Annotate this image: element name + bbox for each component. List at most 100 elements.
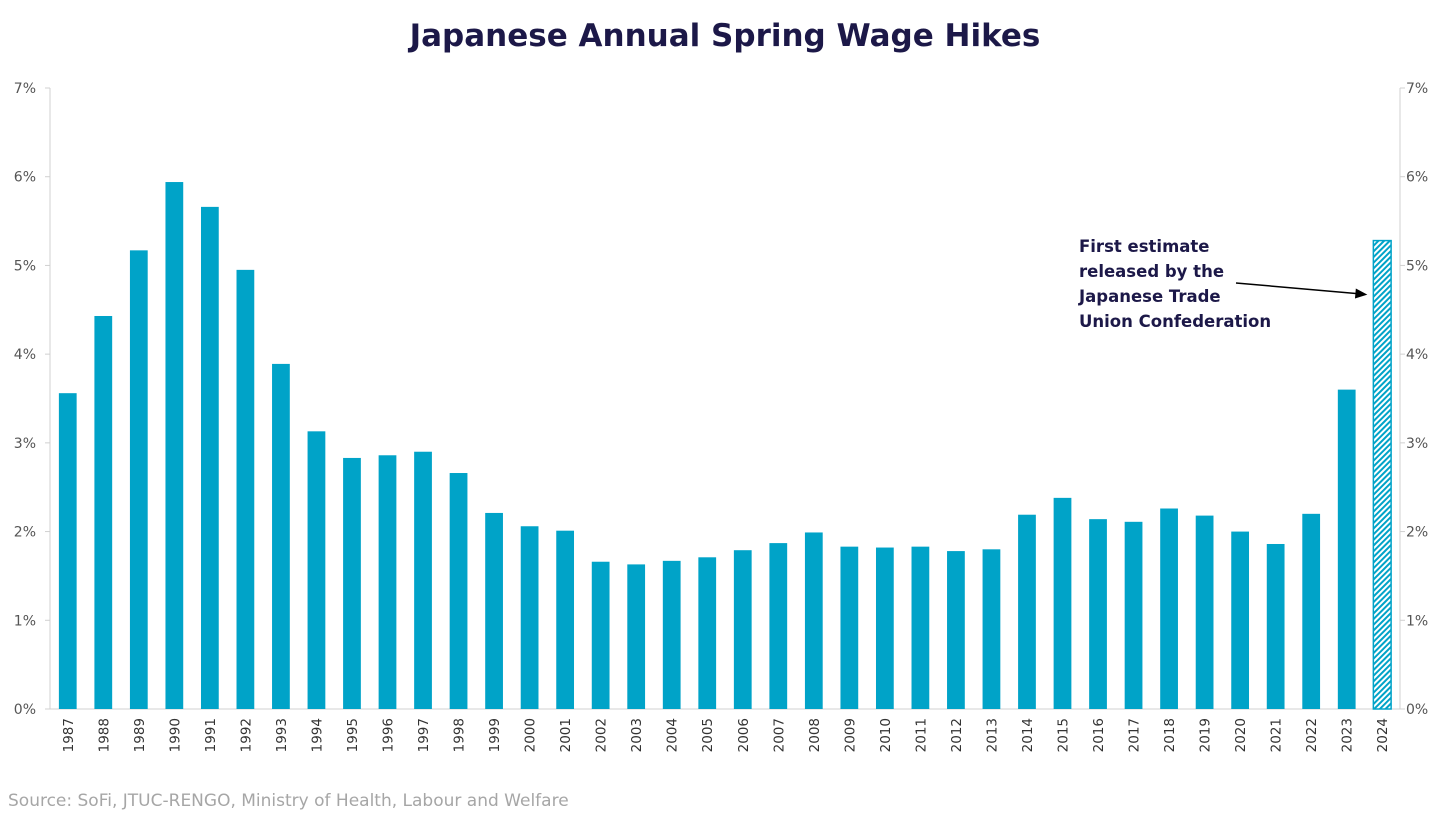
x-tick-label-2006: 2006 bbox=[736, 718, 752, 752]
x-tick-label-2011: 2011 bbox=[913, 718, 929, 752]
y-tick-label-right: 3% bbox=[1406, 436, 1428, 452]
bar-1998 bbox=[449, 473, 468, 709]
x-tick-label-1987: 1987 bbox=[61, 718, 77, 752]
y-tick-label-left: 4% bbox=[14, 347, 36, 363]
x-tick-label-2001: 2001 bbox=[558, 718, 574, 752]
x-tick-label-1998: 1998 bbox=[452, 718, 468, 752]
bar-2002 bbox=[591, 561, 610, 709]
bar-2020 bbox=[1231, 531, 1250, 709]
y-tick-label-left: 5% bbox=[14, 258, 36, 274]
x-tick-label-2002: 2002 bbox=[594, 718, 610, 752]
bar-2018 bbox=[1160, 508, 1178, 709]
x-tick-label-2015: 2015 bbox=[1056, 718, 1072, 752]
x-tick-label-2022: 2022 bbox=[1304, 718, 1320, 752]
bar-2005 bbox=[698, 557, 717, 709]
bar-1999 bbox=[485, 512, 503, 709]
x-tick-label-2000: 2000 bbox=[523, 718, 539, 752]
y-tick-label-right: 4% bbox=[1406, 347, 1428, 363]
x-tick-label-1995: 1995 bbox=[345, 718, 361, 752]
bar-1993 bbox=[272, 363, 290, 709]
x-tick-label-2019: 2019 bbox=[1198, 718, 1214, 752]
x-tick-label-2021: 2021 bbox=[1269, 718, 1285, 752]
x-tick-label-1992: 1992 bbox=[238, 718, 254, 752]
y-tick-label-right: 1% bbox=[1406, 613, 1428, 629]
source-note: Source: SoFi, JTUC-RENGO, Ministry of He… bbox=[8, 791, 569, 811]
y-tick-label-left: 2% bbox=[14, 525, 36, 541]
x-tick-label-2018: 2018 bbox=[1162, 718, 1178, 752]
x-tick-label-2010: 2010 bbox=[878, 718, 894, 752]
bar-2001 bbox=[556, 530, 575, 709]
bar-1995 bbox=[343, 457, 361, 709]
x-tick-label-2005: 2005 bbox=[700, 718, 716, 752]
y-tick-label-left: 7% bbox=[14, 81, 36, 97]
x-tick-label-1991: 1991 bbox=[203, 718, 219, 752]
x-tick-label-1988: 1988 bbox=[96, 718, 112, 752]
annotation-arrow-line bbox=[1235, 282, 1358, 295]
bar-1989 bbox=[129, 250, 148, 709]
annotation-line: released by the bbox=[1079, 262, 1225, 281]
x-tick-label-1993: 1993 bbox=[274, 718, 290, 752]
bar-1992 bbox=[236, 269, 255, 709]
x-tick-label-2012: 2012 bbox=[949, 718, 965, 752]
bar-2023 bbox=[1337, 389, 1356, 709]
x-tick-label-2024: 2024 bbox=[1375, 718, 1391, 752]
y-tick-label-right: 6% bbox=[1406, 170, 1428, 186]
bar-2003 bbox=[627, 564, 646, 709]
bar-2012 bbox=[947, 551, 965, 709]
x-tick-label-2017: 2017 bbox=[1127, 718, 1143, 752]
x-tick-label-2007: 2007 bbox=[771, 718, 787, 752]
bar-2013 bbox=[982, 549, 1001, 709]
bar-2000 bbox=[520, 526, 539, 709]
x-tick-label-2020: 2020 bbox=[1233, 718, 1249, 752]
bar-2015 bbox=[1053, 497, 1072, 709]
bar-2004 bbox=[662, 560, 681, 709]
bar-2008 bbox=[804, 532, 823, 709]
x-tick-label-2003: 2003 bbox=[629, 718, 645, 752]
bar-1997 bbox=[414, 451, 432, 709]
y-tick-label-left: 6% bbox=[14, 170, 36, 186]
bar-2014 bbox=[1018, 514, 1036, 709]
annotation-text: First estimate released by the Japanese … bbox=[1079, 234, 1271, 334]
bar-2016 bbox=[1089, 519, 1107, 709]
bar-1988 bbox=[94, 315, 113, 709]
bar-2019 bbox=[1195, 515, 1214, 709]
bar-1991 bbox=[200, 206, 219, 709]
y-tick-label-left: 3% bbox=[14, 436, 36, 452]
x-tick-label-2004: 2004 bbox=[665, 718, 681, 752]
bar-2017 bbox=[1124, 521, 1143, 709]
x-tick-label-1996: 1996 bbox=[381, 718, 397, 752]
x-tick-label-1994: 1994 bbox=[309, 718, 325, 752]
annotation-arrow-head bbox=[1354, 288, 1368, 299]
bar-1987 bbox=[58, 393, 77, 709]
chart-title: Japanese Annual Spring Wage Hikes bbox=[409, 18, 1041, 54]
x-tick-label-2016: 2016 bbox=[1091, 718, 1107, 752]
x-tick-label-2009: 2009 bbox=[842, 718, 858, 752]
y-tick-label-left: 0% bbox=[14, 702, 36, 718]
x-tick-label-1999: 1999 bbox=[487, 718, 503, 752]
annotation-line: First estimate bbox=[1079, 237, 1210, 256]
y-tick-label-right: 5% bbox=[1406, 258, 1428, 274]
bar-2021 bbox=[1266, 543, 1285, 709]
bar-2011 bbox=[911, 546, 930, 709]
bar-1994 bbox=[307, 431, 326, 709]
bar-2009 bbox=[840, 546, 859, 709]
x-tick-label-1997: 1997 bbox=[416, 718, 432, 752]
x-tick-label-2023: 2023 bbox=[1340, 718, 1356, 752]
annotation-line: Japanese Trade bbox=[1079, 287, 1221, 306]
bar-2007 bbox=[769, 543, 788, 709]
bar-2006 bbox=[733, 550, 752, 709]
bar-1990 bbox=[165, 182, 184, 710]
y-tick-label-left: 1% bbox=[14, 613, 36, 629]
annotation-line: Union Confederation bbox=[1079, 312, 1272, 331]
bar-2010 bbox=[875, 547, 894, 709]
x-tick-label-2014: 2014 bbox=[1020, 718, 1036, 752]
x-tick-label-2008: 2008 bbox=[807, 718, 823, 752]
x-tick-label-1989: 1989 bbox=[132, 718, 148, 752]
bar-estimate-2024 bbox=[1372, 239, 1392, 710]
y-tick-label-right: 7% bbox=[1406, 81, 1428, 97]
x-tick-label-1990: 1990 bbox=[167, 718, 183, 752]
y-tick-label-right: 2% bbox=[1406, 525, 1428, 541]
bar-1996 bbox=[378, 455, 397, 709]
x-tick-label-2013: 2013 bbox=[984, 718, 1000, 752]
